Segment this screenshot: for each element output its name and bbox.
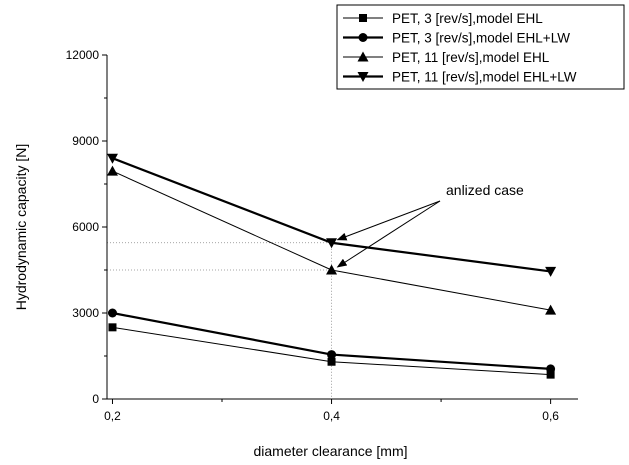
legend-label: PET, 11 [rev/s],model EHL+LW [392, 70, 577, 85]
annotation-arrow [336, 200, 441, 268]
legend-item: PET, 11 [rev/s],model EHL [343, 50, 550, 65]
marker-triangle-down [106, 153, 118, 164]
y-tick-label: 6000 [72, 220, 99, 234]
legend: PET, 3 [rev/s],model EHL PET, 3 [rev/s],m… [336, 4, 625, 90]
x-tick-label: 0,2 [104, 409, 121, 423]
legend-label: PET, 3 [rev/s],model EHL+LW [392, 31, 570, 46]
series-2 [107, 308, 556, 374]
annotation: anlized case [336, 182, 524, 268]
marker-circle [358, 33, 368, 42]
marker-triangle-up [106, 165, 118, 176]
marker-triangle-up [357, 51, 369, 62]
marker-circle [327, 350, 337, 360]
series-line [112, 157, 551, 273]
series-4 [106, 153, 557, 277]
y-tick-label: 12000 [66, 48, 100, 62]
marker-square [359, 14, 367, 22]
reference-guides [107, 242, 332, 399]
marker-triangle-up [545, 304, 557, 315]
marker-circle [546, 364, 556, 374]
marker-triangle-down [326, 238, 338, 249]
y-axis-label: Hydrodynamic capacity [N] [13, 144, 29, 311]
y-tick-label: 9000 [72, 134, 99, 148]
legend-item: PET, 3 [rev/s],model EHL [343, 11, 543, 26]
legend-item: PET, 11 [rev/s],model EHL+LW [343, 70, 577, 85]
marker-triangle-up [326, 264, 338, 275]
y-tick-label: 0 [92, 392, 99, 406]
axes: 0 3000 6000 9000 12000 0,2 0,4 0,6 [66, 48, 578, 423]
x-axis-label: diameter clearance [mm] [253, 443, 407, 459]
marker-square [108, 323, 117, 332]
x-tick-label: 0,6 [542, 409, 559, 423]
x-tick-label: 0,4 [323, 409, 340, 423]
series-3 [106, 165, 557, 315]
legend-label: PET, 11 [rev/s],model EHL [392, 50, 550, 65]
y-tick-label: 3000 [72, 306, 99, 320]
annotation-text: anlized case [446, 182, 524, 198]
marker-triangle-down [357, 72, 369, 82]
marker-square [546, 370, 555, 379]
marker-square [327, 357, 336, 366]
marker-triangle-down [545, 266, 557, 277]
annotation-arrow [336, 200, 441, 241]
marker-circle [107, 308, 117, 318]
legend-item: PET, 3 [rev/s],model EHL+LW [343, 31, 570, 46]
series-1 [108, 323, 555, 379]
series-group [106, 153, 557, 379]
legend-label: PET, 3 [rev/s],model EHL [392, 11, 543, 26]
legend-box [336, 4, 625, 90]
